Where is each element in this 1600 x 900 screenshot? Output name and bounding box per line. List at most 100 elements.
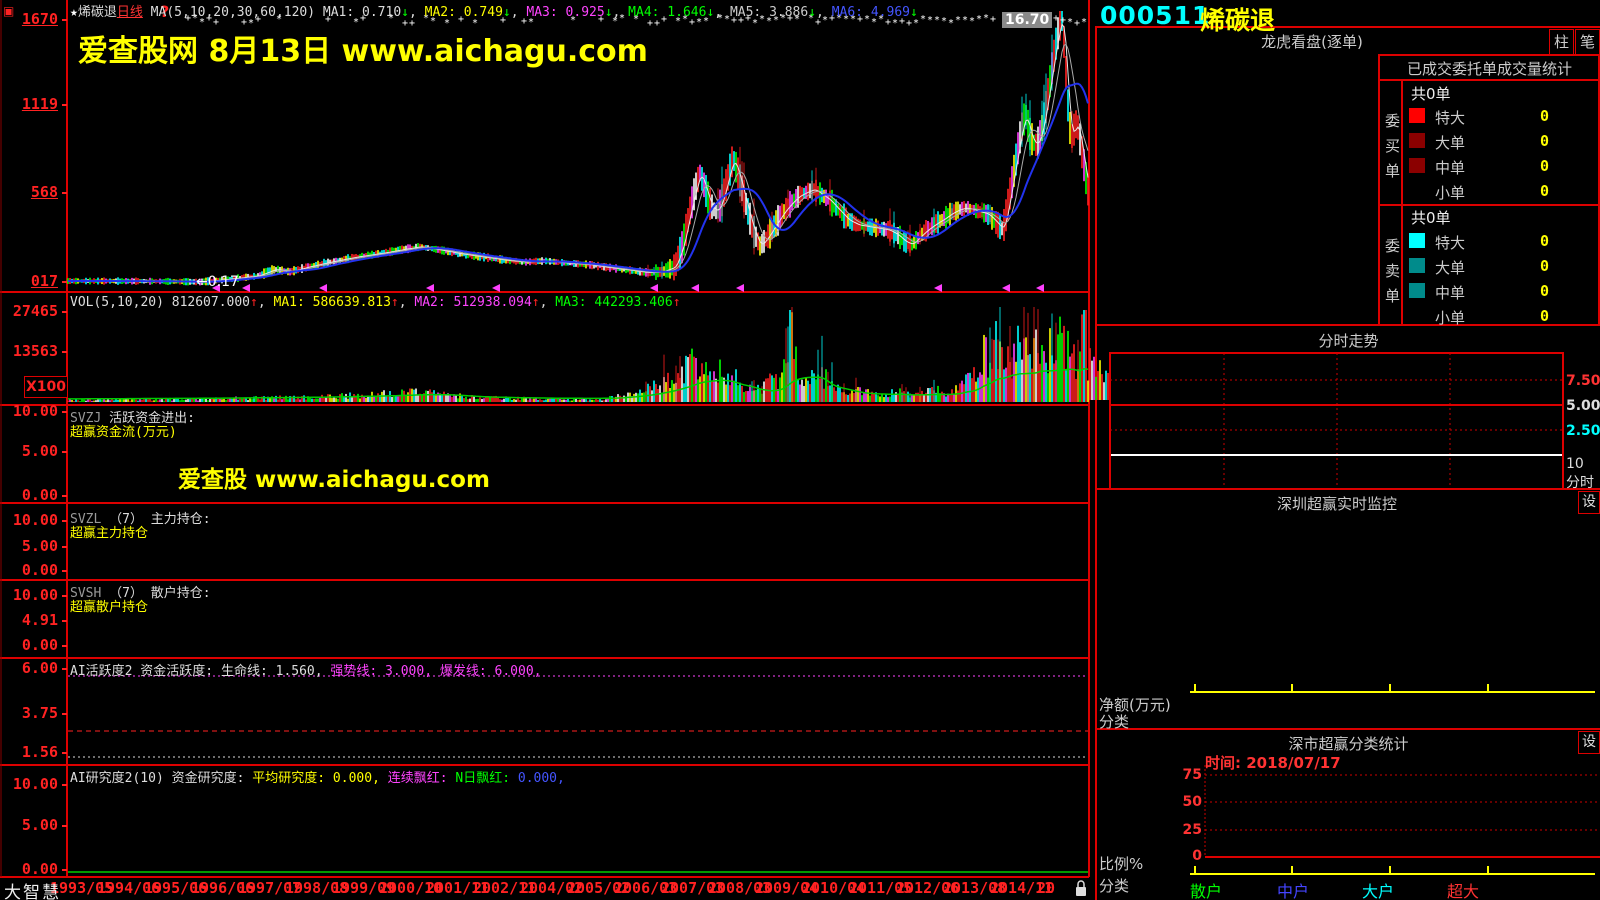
classify-y-tick: 50: [1182, 794, 1202, 810]
svg-text:*: *: [780, 13, 786, 24]
volume-unit-badge: X100: [24, 376, 68, 398]
svg-text:*: *: [836, 13, 842, 24]
svg-text:+: +: [815, 17, 821, 28]
svg-text:*: *: [633, 14, 639, 25]
text-segment: ↑: [390, 295, 399, 310]
y-axis-label: 0.00: [21, 636, 58, 654]
date-label: 20: [1037, 879, 1056, 897]
date-axis[interactable]: 1993/05 1994/06 1995/06 1996/06 1997/07 1998/…: [0, 879, 1078, 900]
svg-text:*: *: [892, 18, 898, 29]
svg-text:+: +: [857, 14, 863, 25]
volume-panel-title: VOL(5,10,20) 812607.000↑, MA1: 586639.81…: [70, 295, 681, 310]
buy-row-label: 大单: [1435, 134, 1466, 152]
text-segment: （7） 主力持仓:: [101, 512, 211, 527]
text-segment: ↓: [706, 5, 715, 20]
buy-row-value: 0: [1539, 107, 1549, 125]
classify-category-label: 中户: [1277, 882, 1310, 900]
text-segment: MA1: 0.710: [322, 5, 402, 20]
text-segment: MA2: 0.749: [424, 5, 503, 20]
buy-row-label: 小单: [1435, 184, 1466, 202]
svg-text:+: +: [500, 15, 506, 26]
text-segment: MA4: 1.646: [628, 5, 707, 20]
buy-row-value: 0: [1539, 132, 1549, 150]
sell-row-value: 0: [1539, 232, 1549, 250]
date-label: 2000/10: [379, 879, 443, 897]
y-axis-label: 10.00: [12, 402, 58, 420]
svg-text:*: *: [822, 15, 828, 26]
svg-text:*: *: [717, 13, 723, 24]
text-segment: MA1: 586639.813: [273, 295, 391, 310]
text-segment: ↑: [250, 295, 258, 310]
buy-swatch: [1409, 133, 1425, 148]
svg-text:+: +: [1053, 13, 1059, 24]
text-segment: ↓: [502, 5, 511, 20]
svg-text:+: +: [598, 14, 604, 25]
y-axis-label: 10.00: [12, 586, 58, 604]
buy-row-value: 0: [1539, 182, 1549, 200]
svg-text:*: *: [794, 14, 800, 25]
text-segment: SVZL: [70, 512, 102, 527]
date-label: 2004/02: [520, 879, 584, 897]
text-segment: ,: [816, 5, 832, 20]
text-segment: AI活跃度2 资金活跃度: 生命线: 1.560,: [70, 664, 331, 679]
text-segment: 强势线: 3.000,: [330, 664, 440, 679]
svg-text:*: *: [388, 13, 394, 24]
svg-text:*: *: [976, 14, 982, 25]
svg-text:+: +: [689, 17, 695, 28]
classify-category-label: 大户: [1362, 882, 1395, 900]
buy-side-label-char: 单: [1385, 162, 1401, 180]
text-segment: （7） 散户持仓:: [101, 586, 211, 601]
svg-text:*: *: [864, 14, 870, 25]
svg-text:*: *: [808, 13, 814, 24]
text-segment: ,: [257, 295, 274, 310]
svg-text:+: +: [241, 17, 247, 28]
svg-text:+: +: [206, 13, 212, 24]
text-segment: ,: [510, 5, 527, 20]
svg-text:*: *: [766, 16, 772, 27]
text-segment: MA3: 442293.406: [555, 295, 673, 310]
svg-text:*: *: [773, 15, 779, 26]
sz-monitor-settings-button[interactable]: 设: [1578, 491, 1600, 514]
svg-text:*: *: [752, 18, 758, 29]
fenshi-y-label: 5.00: [1566, 398, 1600, 414]
svg-text:+: +: [409, 18, 415, 29]
svg-text:+: +: [745, 13, 751, 24]
left-axis-labels: 1670 1119 568 017 27465 13563 10.00 5.00 0.00 10.…: [0, 0, 62, 900]
ai-research-panel-title: AI研究度2(10) 资金研究度: 平均研究度: 0.000, 连续飘红: N日…: [70, 767, 565, 786]
date-label: 1999/09: [332, 879, 396, 897]
low-price-label: ←0.17: [196, 274, 239, 290]
svg-text:+: +: [885, 17, 891, 28]
date-label: 1993/05: [50, 879, 114, 897]
sell-row-value: 0: [1539, 282, 1549, 300]
stroke-mode-button[interactable]: 笔: [1575, 29, 1600, 55]
fenshi-title: 分时走势: [1318, 332, 1379, 350]
svg-text:*: *: [612, 16, 618, 27]
svg-text:+: +: [521, 16, 527, 27]
text-segment: SVSH: [70, 586, 102, 601]
sell-row-label: 大单: [1435, 259, 1466, 277]
text-segment: 超赢主力持仓: [70, 526, 149, 541]
text-segment: ,: [539, 295, 556, 310]
svg-text:*: *: [927, 15, 933, 26]
text-segment: MA2: 512938.094: [414, 295, 532, 310]
svg-text:*: *: [192, 13, 198, 24]
corner-icon[interactable]: ▣: [3, 4, 15, 18]
text-segment: ↓: [604, 5, 613, 20]
svg-text:*: *: [248, 18, 254, 29]
classify-title: 深市超赢分类统计: [1288, 735, 1409, 753]
column-mode-button[interactable]: 柱: [1549, 29, 1574, 55]
svg-text:*: *: [570, 15, 576, 26]
y-axis-label: 1119: [21, 95, 58, 113]
text-segment: ↓: [808, 5, 817, 20]
text-segment: 超赢散户持仓: [70, 600, 149, 615]
buy-side-label-char: 委: [1385, 112, 1401, 130]
sell-side-label-char: 卖: [1385, 262, 1401, 280]
text-segment: ,: [612, 5, 629, 20]
buy-swatch: [1409, 108, 1425, 123]
classify-time: 时间: 2018/07/17: [1205, 754, 1341, 772]
svg-text:*: *: [353, 17, 359, 28]
text-segment: ↑: [531, 295, 540, 310]
text-segment: MA3: 0.925: [526, 5, 605, 20]
classify-settings-button[interactable]: 设: [1578, 731, 1600, 754]
